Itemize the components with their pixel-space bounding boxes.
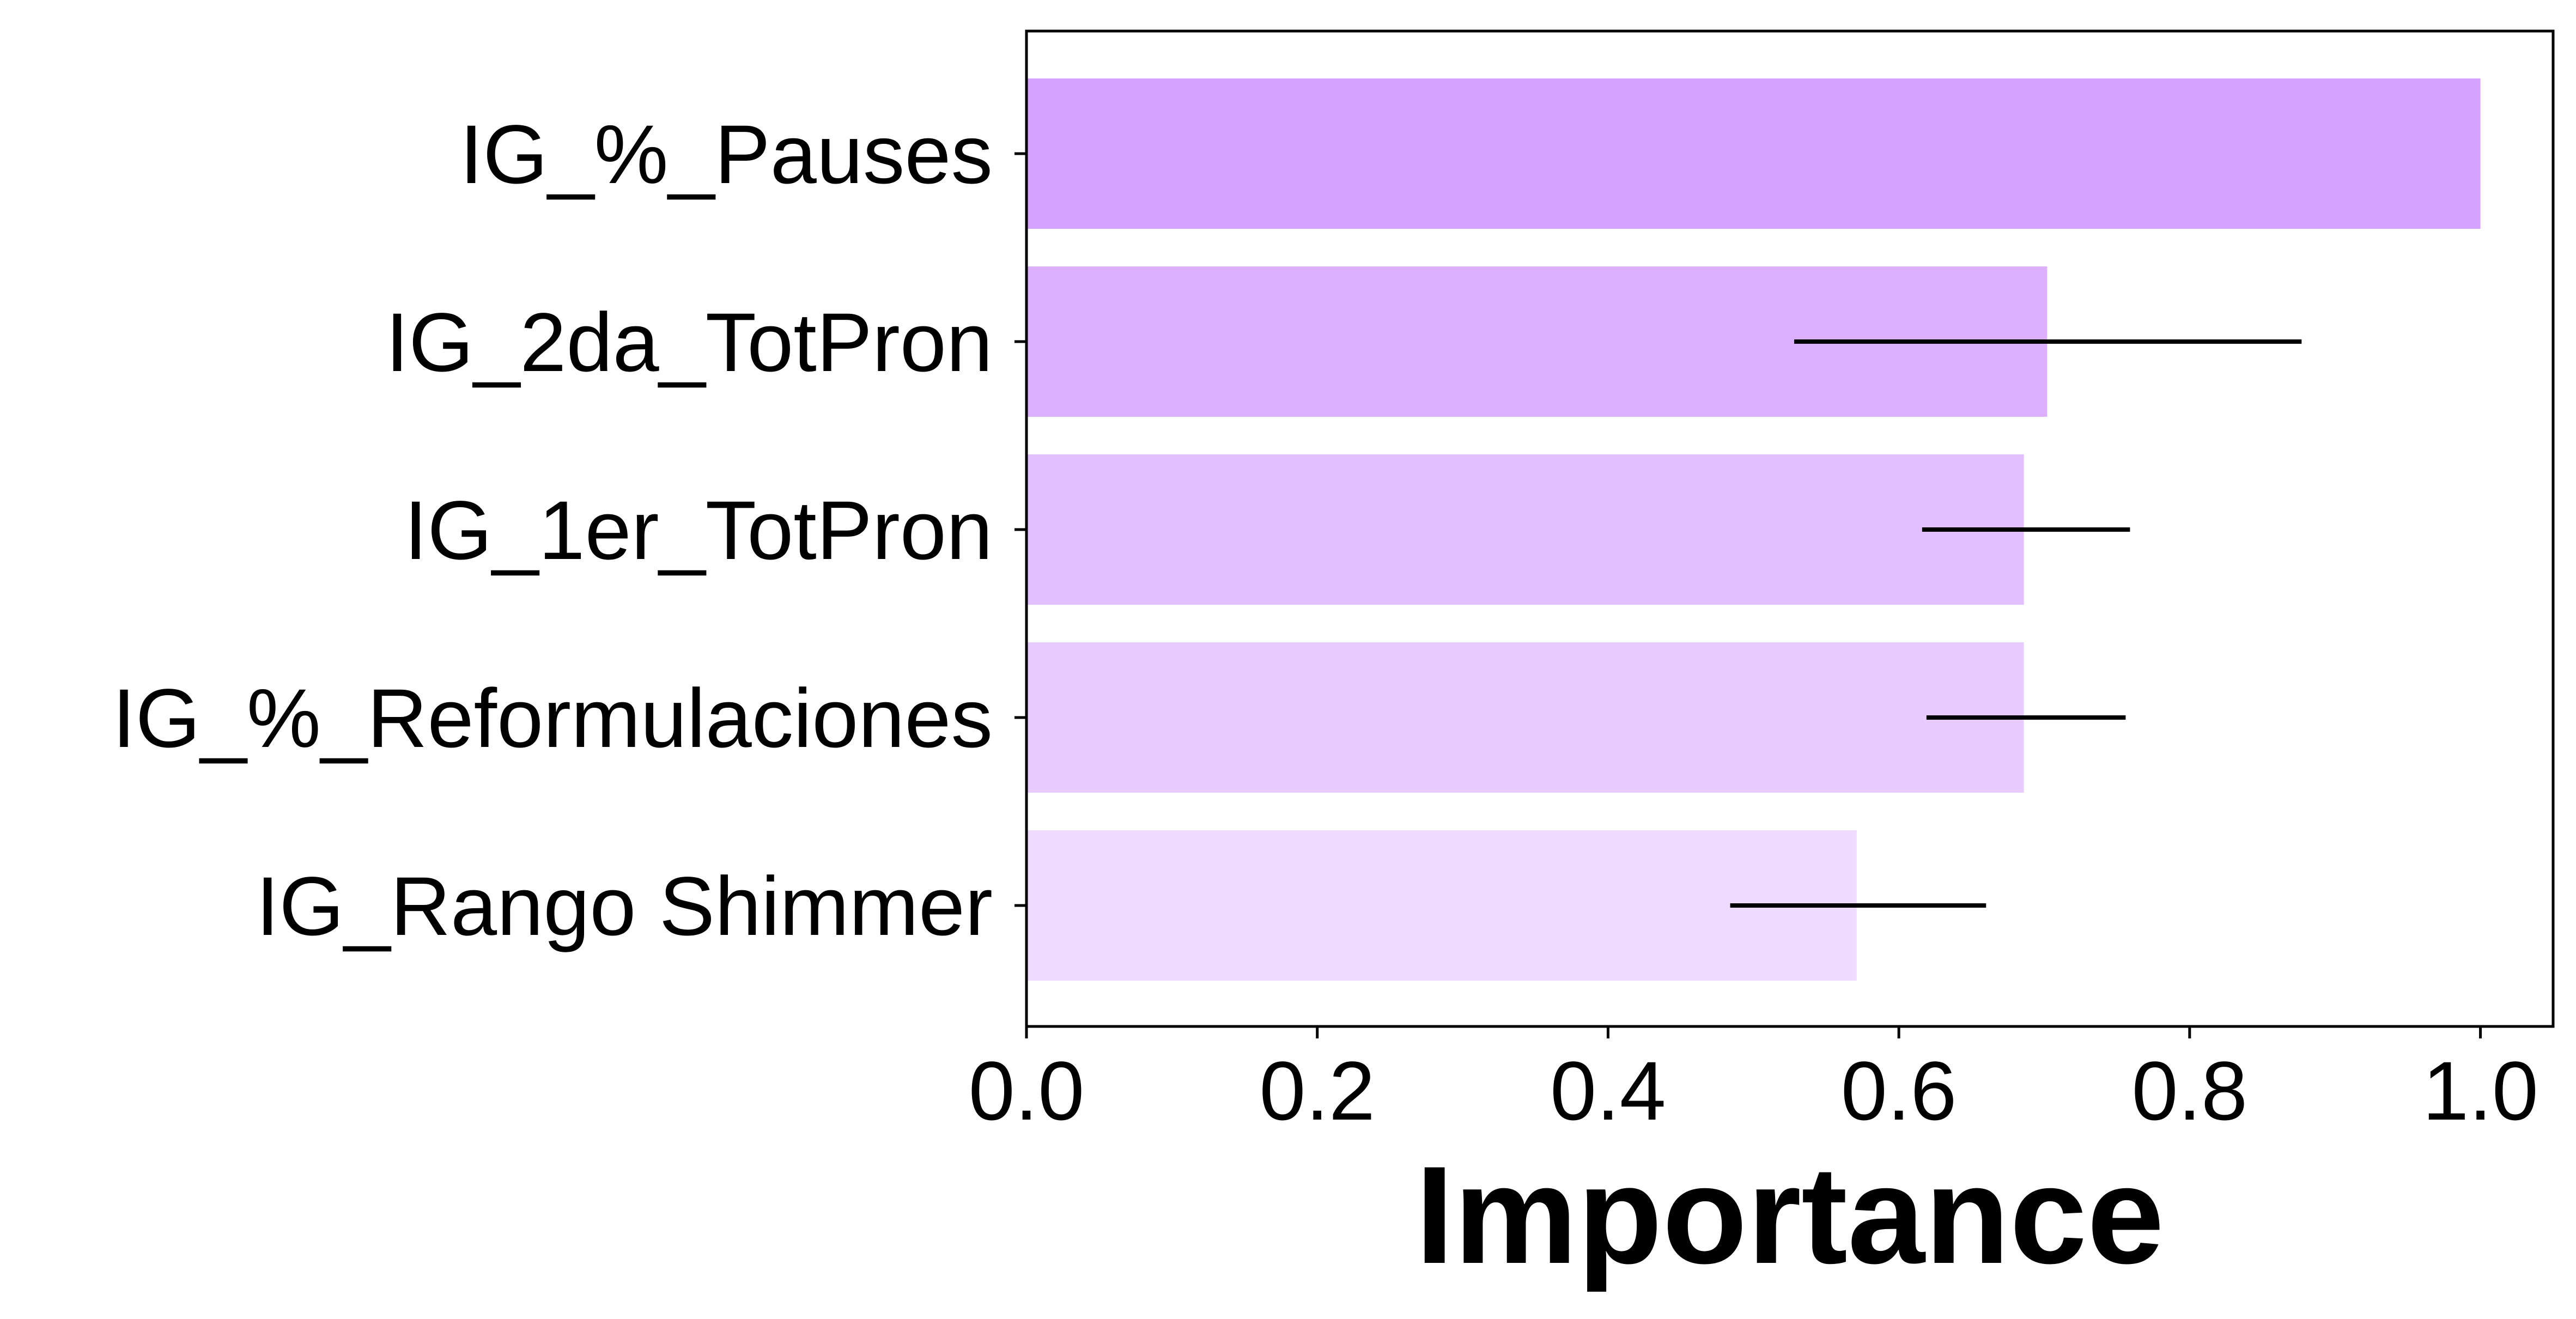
- bar-0: [1026, 78, 2481, 229]
- y-tick-label: IG_1er_TotPron: [404, 484, 993, 577]
- x-tick-label: 0.8: [2132, 1044, 2248, 1138]
- y-tick-label: IG_%_Pauses: [460, 108, 993, 201]
- x-tick-label: 0.0: [969, 1044, 1085, 1138]
- bar-4: [1026, 830, 1857, 981]
- x-tick-label: 1.0: [2422, 1044, 2538, 1138]
- x-tick-label: 0.2: [1259, 1044, 1375, 1138]
- error-bars-layer: [1730, 339, 2302, 908]
- bar-3: [1026, 642, 2024, 793]
- y-axis-ticks: IG_%_Pauses IG_2da_TotPron IG_1er_TotPron I…: [112, 108, 1026, 953]
- x-tick-label: 0.4: [1550, 1044, 1666, 1138]
- x-tick-label: 0.6: [1841, 1044, 1957, 1138]
- bar-2: [1026, 454, 2024, 605]
- x-axis-title: Importance: [1415, 1138, 2165, 1293]
- y-tick-label: IG_Rango Shimmer: [256, 860, 993, 953]
- y-tick-label: IG_2da_TotPron: [386, 296, 993, 389]
- y-tick-label: IG_%_Reformulaciones: [112, 672, 993, 765]
- bars-layer: [1026, 78, 2481, 981]
- x-axis-ticks: 0.0 0.2 0.4 0.6 0.8 1.0: [969, 1026, 2538, 1138]
